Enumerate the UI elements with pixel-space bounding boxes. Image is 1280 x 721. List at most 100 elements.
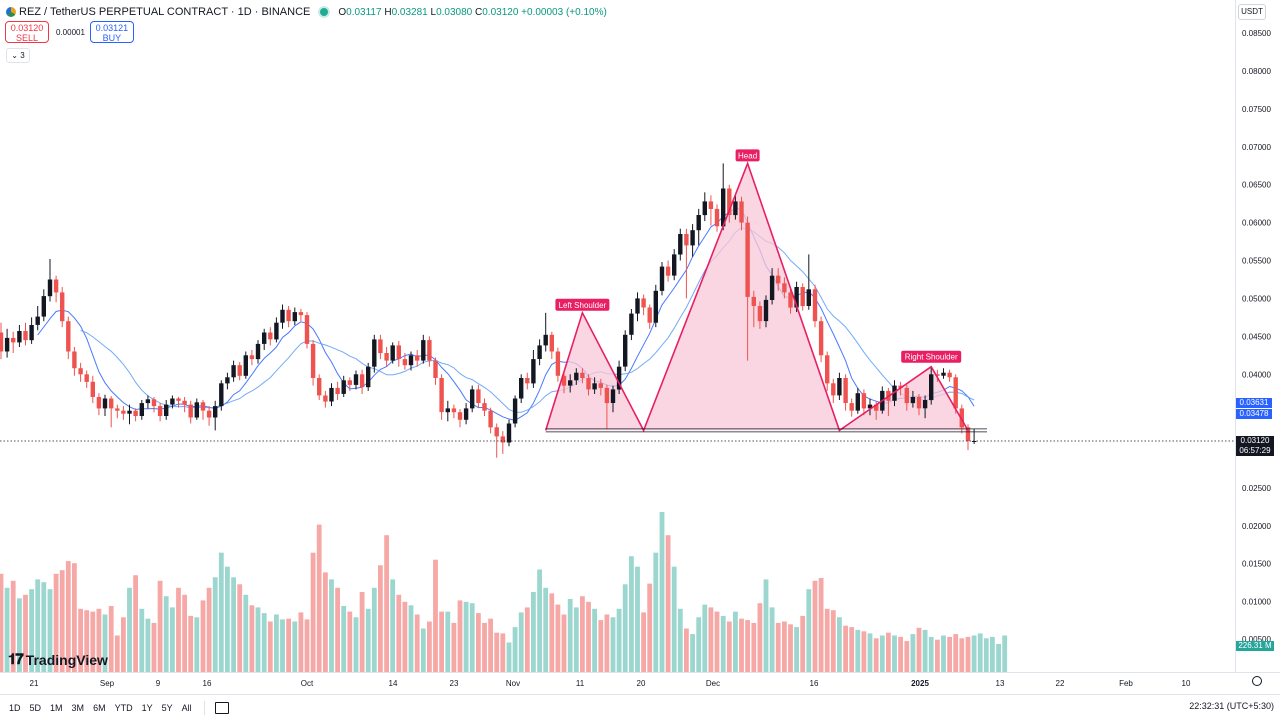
candle-body — [647, 307, 652, 323]
volume-bar — [84, 610, 90, 672]
pattern-label-head[interactable]: Head — [735, 149, 760, 162]
range-button-all[interactable]: All — [181, 703, 192, 713]
candle-body — [35, 316, 40, 325]
candle-body — [439, 378, 444, 413]
candle-body — [102, 398, 108, 409]
date-tick-label: Feb — [1119, 679, 1133, 688]
range-button-5y[interactable]: 5Y — [161, 703, 173, 713]
sell-button[interactable]: 0.03120 SELL — [5, 21, 49, 43]
candle-body — [849, 403, 854, 411]
candle-body — [90, 381, 95, 397]
volume-bar — [35, 579, 41, 672]
candle-body — [843, 378, 848, 403]
buy-price: 0.03121 — [95, 23, 129, 33]
date-tick-label: 14 — [389, 679, 398, 688]
volume-bar — [298, 612, 304, 672]
volume-bar — [806, 589, 812, 672]
calendar-icon[interactable] — [214, 702, 229, 714]
date-tick-label: 21 — [30, 679, 39, 688]
candle-body — [304, 315, 310, 344]
candle-body — [78, 368, 83, 375]
ohlc-readout: O0.03117 H0.03281 L0.03080 C0.03120 +0.0… — [338, 6, 607, 18]
currency-button[interactable]: USDT — [1238, 4, 1266, 20]
volume-bar — [53, 573, 59, 672]
date-axis[interactable]: 21 Sep 9 16 Oct 14 23 Nov 11 20 Dec 16 2025 13 22 Feb 10 — [0, 672, 1280, 693]
volume-bar — [249, 605, 255, 672]
volume-bar — [114, 635, 120, 672]
volume-bar — [506, 642, 512, 672]
candle-body — [353, 374, 359, 385]
volume-bar — [494, 632, 500, 672]
candle-body — [751, 296, 756, 306]
symbol-title[interactable]: REZ / TetherUS PERPETUAL CONTRACT · 1D ·… — [19, 6, 311, 18]
pattern-label-left-shoulder[interactable]: Left Shoulder — [555, 298, 610, 311]
volume-bar — [316, 524, 322, 672]
volume-bar — [182, 594, 187, 672]
volume-bar — [696, 617, 702, 672]
candle-body — [623, 334, 628, 367]
volume-bar — [396, 594, 402, 672]
tradingview-logo-icon: 𝟏𝟕 — [8, 651, 24, 668]
candle-body — [47, 279, 53, 297]
candle-body — [494, 427, 499, 437]
volume-bar — [824, 608, 830, 672]
candle-body — [867, 404, 873, 409]
tradingview-logo[interactable]: 𝟏𝟕 TradingView — [8, 651, 108, 668]
candle-body — [133, 410, 138, 416]
candle-body — [855, 393, 860, 411]
volume-bar — [616, 608, 622, 672]
volume-bar — [384, 535, 389, 672]
chart-area[interactable]: Left Shoulder Head Right Shoulder — [0, 0, 1235, 672]
range-button-1y[interactable]: 1Y — [141, 703, 153, 713]
symbol-header: REZ / TetherUS PERPETUAL CONTRACT · 1D ·… — [6, 4, 607, 20]
volume-bar — [47, 589, 53, 672]
pattern-label-right-shoulder[interactable]: Right Shoulder — [901, 350, 962, 363]
buy-button[interactable]: 0.03121 BUY — [89, 21, 134, 43]
svg-text:Head: Head — [738, 151, 757, 160]
price-tick-label: 0.07000 — [1242, 143, 1271, 152]
indicators-count: 3 — [20, 51, 25, 60]
volume-bar — [641, 612, 646, 672]
candle-body — [916, 397, 922, 409]
volume-bar — [243, 594, 249, 672]
candle-body — [555, 351, 561, 376]
volume-bar — [983, 638, 989, 672]
volume-bar — [139, 608, 145, 672]
volume-bar — [580, 596, 585, 672]
date-tick-label: 10 — [1182, 679, 1191, 688]
volume-bar — [194, 617, 200, 672]
candle-body — [959, 408, 964, 428]
sell-label: SELL — [15, 33, 39, 43]
candle-body — [243, 355, 248, 376]
volume-bar — [830, 610, 836, 672]
volume-bar — [212, 577, 218, 672]
range-button-6m[interactable]: 6M — [93, 703, 106, 713]
price-tick-label: 0.07500 — [1242, 105, 1271, 114]
range-button-1d[interactable]: 1D — [9, 703, 21, 713]
change-value: +0.00003 (+0.10%) — [521, 6, 607, 18]
range-button-ytd[interactable]: YTD — [114, 703, 133, 713]
volume-bar — [408, 605, 414, 672]
volume-bar — [928, 636, 934, 672]
indicators-toggle[interactable]: ⌄ 3 — [6, 48, 30, 63]
svg-text:Right Shoulder: Right Shoulder — [905, 353, 958, 362]
candle-body — [929, 374, 934, 401]
volume-bar — [10, 580, 16, 672]
volume-bar — [867, 633, 873, 672]
volume-bar — [653, 552, 659, 672]
price-chart[interactable]: Left Shoulder Head Right Shoulder — [0, 0, 1235, 672]
price-axis[interactable]: 0.08500 0.08000 0.07500 0.07000 0.06500 0.060… — [1235, 0, 1280, 672]
range-button-3m[interactable]: 3M — [71, 703, 85, 713]
candle-body — [145, 399, 151, 404]
candle-body — [470, 389, 475, 409]
clock[interactable]: 22:32:31 (UTC+5:30) — [1189, 701, 1274, 711]
range-button-1m[interactable]: 1M — [50, 703, 63, 713]
candle-body — [549, 334, 554, 352]
volume-bar — [892, 635, 897, 672]
price-tick-label: 0.05500 — [1242, 257, 1271, 266]
gear-icon[interactable] — [1252, 676, 1262, 686]
range-button-5d[interactable]: 5D — [29, 703, 42, 713]
candle-body — [366, 366, 371, 388]
candle-body — [898, 385, 903, 388]
candle-body — [298, 312, 304, 316]
